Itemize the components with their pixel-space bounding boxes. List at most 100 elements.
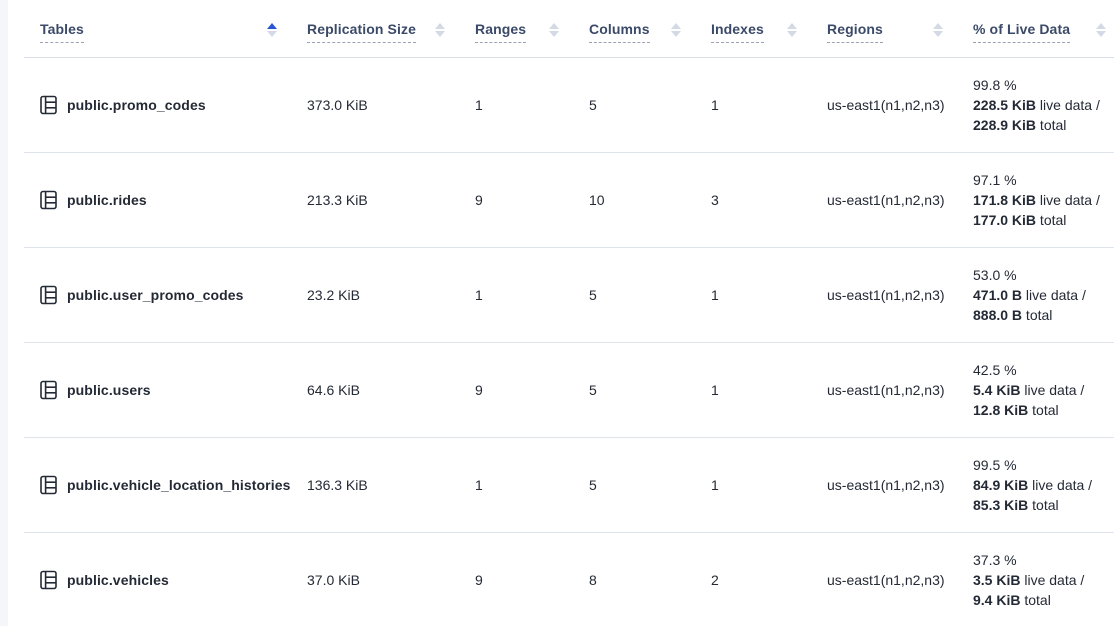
total-data-line: 177.0 KiB total [973, 210, 1104, 230]
table-name-link[interactable]: public.users [67, 382, 151, 398]
regions-value: us-east1(n1,n2,n3) [827, 477, 945, 493]
table-row: public.rides 213.3 KiB 9 10 3 us-east1(n… [24, 153, 1114, 248]
table-name-link[interactable]: public.vehicle_location_histories [67, 477, 291, 493]
regions-value: us-east1(n1,n2,n3) [827, 287, 945, 303]
table-name-cell: public.users [24, 380, 307, 400]
column-header-replication-size[interactable]: Replication Size [307, 21, 475, 43]
sort-asc-icon [787, 22, 797, 29]
table-name-cell: public.promo_codes [24, 95, 307, 115]
table-row: public.promo_codes 373.0 KiB 1 5 1 us-ea… [24, 58, 1114, 153]
total-data-amount: 12.8 KiB [973, 402, 1029, 418]
table-name-link[interactable]: public.vehicles [67, 572, 169, 588]
indexes-value: 2 [711, 572, 719, 588]
columns-value: 8 [589, 572, 597, 588]
column-header-live-data[interactable]: % of Live Data [973, 21, 1114, 43]
columns-value: 10 [589, 192, 605, 208]
column-header-regions[interactable]: Regions [827, 21, 973, 43]
regions-value: us-east1(n1,n2,n3) [827, 382, 945, 398]
columns-value: 5 [589, 382, 597, 398]
total-data-suffix: total [1020, 592, 1051, 608]
sort-desc-icon [787, 30, 797, 37]
column-label: Columns [589, 21, 650, 43]
live-data-amount: 84.9 KiB [973, 477, 1029, 493]
total-data-suffix: total [1036, 212, 1067, 228]
regions-value: us-east1(n1,n2,n3) [827, 572, 945, 588]
live-data-suffix: live data / [1020, 572, 1085, 588]
total-data-amount: 888.0 B [973, 307, 1023, 323]
table-icon [40, 570, 57, 590]
regions-value: us-east1(n1,n2,n3) [827, 97, 945, 113]
column-label: Ranges [475, 21, 527, 43]
live-data-line: 3.5 KiB live data / [973, 570, 1104, 590]
ranges-value: 1 [475, 97, 483, 113]
regions-value: us-east1(n1,n2,n3) [827, 192, 945, 208]
sort-control [435, 22, 445, 37]
column-label: Regions [827, 21, 883, 43]
live-percent: 37.3 % [973, 552, 1017, 568]
ranges-value: 9 [475, 192, 483, 208]
live-data-amount: 3.5 KiB [973, 572, 1021, 588]
live-data-suffix: live data / [1022, 287, 1086, 303]
column-label: % of Live Data [973, 21, 1071, 43]
live-percent: 53.0 % [973, 267, 1017, 283]
table-name-link[interactable]: public.user_promo_codes [67, 287, 244, 303]
replication-size-value: 23.2 KiB [307, 287, 360, 303]
total-data-suffix: total [1028, 402, 1059, 418]
live-data-line: 5.4 KiB live data / [973, 380, 1104, 400]
live-data-amount: 228.5 KiB [973, 97, 1037, 113]
column-label: Indexes [711, 21, 764, 43]
sort-control [549, 22, 559, 37]
table-row: public.vehicle_location_histories 136.3 … [24, 438, 1114, 533]
page-left-gutter [0, 0, 8, 626]
columns-value: 5 [589, 477, 597, 493]
indexes-value: 3 [711, 192, 719, 208]
live-data-cell: 42.5 % 5.4 KiB live data / 12.8 KiB tota… [973, 360, 1114, 420]
total-data-amount: 85.3 KiB [973, 497, 1029, 513]
ranges-value: 9 [475, 382, 483, 398]
live-data-cell: 99.8 % 228.5 KiB live data / 228.9 KiB t… [973, 75, 1114, 135]
column-header-columns[interactable]: Columns [589, 21, 711, 43]
table-icon [40, 285, 57, 305]
live-data-amount: 5.4 KiB [973, 382, 1021, 398]
total-data-amount: 9.4 KiB [973, 592, 1021, 608]
table-name-cell: public.user_promo_codes [24, 285, 307, 305]
sort-control [671, 22, 681, 37]
live-percent: 42.5 % [973, 362, 1017, 378]
sort-desc-icon [435, 30, 445, 37]
live-percent: 99.8 % [973, 77, 1017, 93]
sort-asc-icon [671, 22, 681, 29]
sort-desc-icon [933, 30, 943, 37]
table-body: public.promo_codes 373.0 KiB 1 5 1 us-ea… [24, 58, 1114, 626]
total-data-line: 888.0 B total [973, 305, 1104, 325]
live-data-cell: 97.1 % 171.8 KiB live data / 177.0 KiB t… [973, 170, 1114, 230]
columns-value: 5 [589, 287, 597, 303]
sort-asc-icon [933, 22, 943, 29]
sort-control [267, 22, 277, 37]
sort-desc-icon [267, 30, 277, 37]
table-row: public.users 64.6 KiB 9 5 1 us-east1(n1,… [24, 343, 1114, 438]
column-header-indexes[interactable]: Indexes [711, 21, 827, 43]
sort-control [787, 22, 797, 37]
replication-size-value: 373.0 KiB [307, 97, 368, 113]
sort-control [933, 22, 943, 37]
table-name-link[interactable]: public.promo_codes [67, 97, 206, 113]
total-data-suffix: total [1036, 117, 1067, 133]
table-header-row: Tables Replication Size Ranges [24, 0, 1114, 58]
live-data-line: 171.8 KiB live data / [973, 190, 1104, 210]
live-data-suffix: live data / [1028, 477, 1093, 493]
column-header-ranges[interactable]: Ranges [475, 21, 589, 43]
table-name-link[interactable]: public.rides [67, 192, 147, 208]
indexes-value: 1 [711, 477, 719, 493]
live-data-line: 471.0 B live data / [973, 285, 1104, 305]
ranges-value: 1 [475, 287, 483, 303]
sort-desc-icon [1096, 30, 1106, 37]
total-data-amount: 228.9 KiB [973, 117, 1037, 133]
total-data-amount: 177.0 KiB [973, 212, 1037, 228]
sort-asc-icon [549, 22, 559, 29]
replication-size-value: 213.3 KiB [307, 192, 368, 208]
total-data-line: 9.4 KiB total [973, 590, 1104, 610]
sort-asc-icon [435, 22, 445, 29]
tables-table: Tables Replication Size Ranges [24, 0, 1114, 626]
column-header-tables[interactable]: Tables [24, 21, 307, 43]
